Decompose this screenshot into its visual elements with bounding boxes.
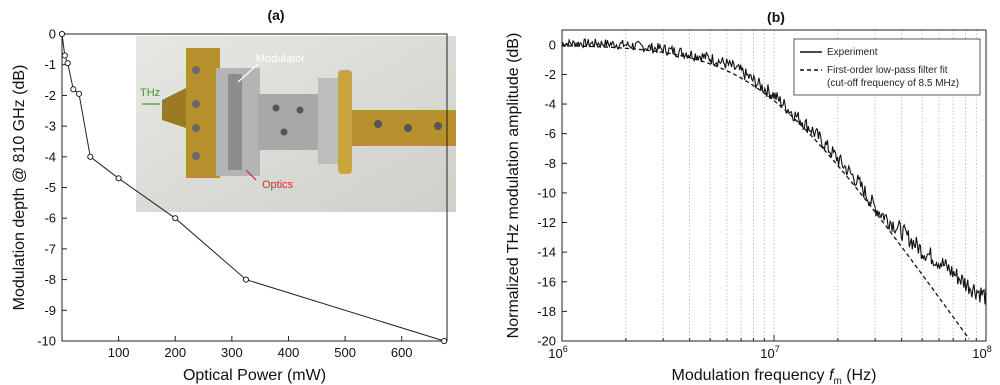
legend-label-experiment: Experiment bbox=[827, 47, 878, 58]
right-clamp bbox=[318, 78, 340, 164]
y-tick-label-b: -12 bbox=[537, 215, 556, 230]
screw-icon bbox=[434, 122, 442, 130]
data-point-a bbox=[172, 215, 179, 222]
y-tick-label-b: -6 bbox=[544, 126, 556, 141]
fit-line bbox=[562, 45, 970, 340]
legend-box bbox=[793, 38, 981, 96]
data-point-a bbox=[64, 60, 71, 67]
data-point-a bbox=[441, 337, 448, 345]
modulator-slot bbox=[228, 74, 242, 170]
y-tick-label-b: -20 bbox=[537, 334, 556, 349]
aluminium-body bbox=[258, 94, 328, 150]
x-tick-label-a: 400 bbox=[278, 345, 300, 360]
left-flange bbox=[186, 48, 220, 178]
y-tick-label-a: -3 bbox=[44, 119, 56, 134]
data-point-a bbox=[115, 175, 122, 182]
screw-icon bbox=[192, 152, 200, 160]
screw-icon bbox=[374, 120, 382, 128]
legend-label-fit-line2: (cut-off frequency of 8.5 MHz) bbox=[827, 78, 959, 89]
y-tick-label-b: 0 bbox=[549, 37, 556, 52]
panel-a: (a) bbox=[11, 7, 456, 384]
y-tick-label-b: -14 bbox=[537, 245, 556, 260]
y-tick-label-b: -4 bbox=[544, 97, 556, 112]
brass-collar bbox=[338, 70, 352, 174]
legend: Experiment First-order low-pass filter f… bbox=[793, 38, 981, 96]
y-tick-label-a: -7 bbox=[44, 241, 56, 256]
x-tick-exponent-b: 7 bbox=[775, 344, 780, 354]
legend-label-fit: First-order low-pass filter fit bbox=[827, 65, 948, 76]
y-tick-label-b: -10 bbox=[537, 185, 556, 200]
series-line-a bbox=[61, 33, 445, 342]
y-tick-label-b: -16 bbox=[537, 274, 556, 289]
data-point-a bbox=[58, 30, 66, 38]
x-tick-label-b: 106 bbox=[548, 344, 567, 361]
y-tick-label-b: -18 bbox=[537, 304, 556, 319]
screw-icon bbox=[192, 100, 200, 108]
screw-icon bbox=[192, 124, 200, 132]
y-axis-label-b: Normalized THz modulation amplitude (dB) bbox=[505, 33, 522, 339]
y-tick-label-a: -2 bbox=[44, 88, 56, 103]
screw-icon bbox=[404, 124, 412, 132]
y-tick-label-a: -1 bbox=[44, 57, 56, 72]
x-tick-label-a: 200 bbox=[164, 345, 186, 360]
x-axis-label-a: Optical Power (mW) bbox=[183, 367, 326, 384]
y-tick-label-a: -8 bbox=[44, 272, 56, 287]
y-axis-label-a: Modulation depth @ 810 GHz (dB) bbox=[11, 65, 28, 311]
data-point-a bbox=[70, 86, 77, 93]
y-tick-label-a: -5 bbox=[44, 180, 56, 195]
x-tick-exponent-b: 8 bbox=[987, 344, 992, 354]
y-tick-label-a: -6 bbox=[44, 211, 56, 226]
data-point-a bbox=[61, 52, 68, 59]
x-tick-label-b: 107 bbox=[760, 344, 779, 361]
data-point-a bbox=[242, 276, 250, 283]
screw-icon bbox=[192, 66, 200, 74]
data-point-a bbox=[75, 90, 83, 97]
horn-icon bbox=[162, 88, 186, 128]
experiment-line bbox=[561, 38, 987, 305]
photo-label-modulator: Modulator bbox=[256, 53, 305, 65]
modulator-arrow bbox=[237, 63, 259, 83]
y-tick-label-a: -9 bbox=[44, 303, 56, 318]
panel-a-label: (a) bbox=[267, 7, 284, 23]
x-axis-label-b: Modulation frequency fm (Hz) bbox=[672, 367, 877, 385]
optics-arrow bbox=[245, 169, 257, 181]
y-tick-label-b: -8 bbox=[544, 156, 556, 171]
x-tick-label-a: 500 bbox=[334, 345, 356, 360]
panel-b-label: (b) bbox=[767, 9, 785, 25]
photo-label-optics: Optics bbox=[262, 179, 294, 191]
axes-a: 0 -1 -2 -3 -4 -5 -6 -7 -8 -9 -10 100 200 300 400 500 600… bbox=[11, 27, 448, 384]
y-tick-label-a: 0 bbox=[49, 27, 56, 42]
x-tick-label-a: 300 bbox=[221, 345, 243, 360]
x-tick-label-a: 600 bbox=[391, 345, 413, 360]
y-tick-label-a: -10 bbox=[37, 334, 56, 349]
x-tick-label-b: 108 bbox=[972, 344, 991, 361]
photo-label-thz: THz bbox=[140, 87, 160, 99]
screw-icon bbox=[272, 104, 280, 112]
data-point-a bbox=[87, 153, 94, 160]
y-tick-label-b: -2 bbox=[544, 67, 556, 82]
x-tick-exponent-b: 6 bbox=[563, 344, 568, 354]
screw-icon bbox=[296, 106, 304, 114]
y-tick-label-a: -4 bbox=[44, 149, 56, 164]
screw-icon bbox=[280, 128, 288, 136]
modulator-photo: Modulator THz Optics bbox=[136, 36, 456, 212]
x-tick-label-a: 100 bbox=[108, 345, 130, 360]
